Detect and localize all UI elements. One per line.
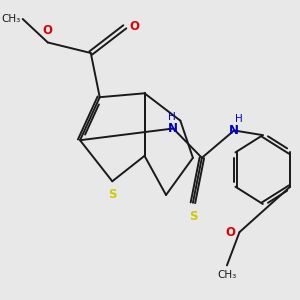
Text: N: N <box>168 122 178 135</box>
Text: O: O <box>225 226 235 238</box>
Text: H: H <box>236 114 243 124</box>
Text: S: S <box>189 210 197 223</box>
Text: H: H <box>168 112 175 122</box>
Text: S: S <box>108 188 116 201</box>
Text: N: N <box>229 124 239 137</box>
Text: O: O <box>43 24 53 37</box>
Text: O: O <box>129 20 139 33</box>
Text: CH₃: CH₃ <box>217 270 237 280</box>
Text: CH₃: CH₃ <box>2 14 21 24</box>
